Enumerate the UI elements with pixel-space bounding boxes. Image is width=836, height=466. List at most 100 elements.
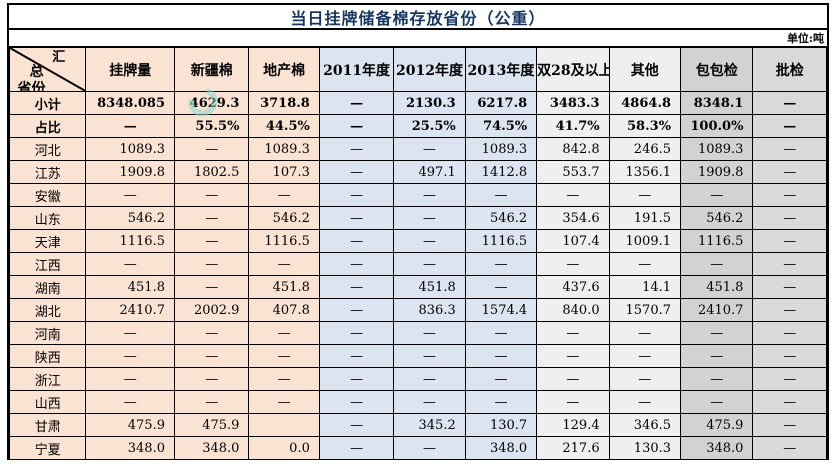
table-cell: 1089.3: [464, 137, 538, 161]
table-cell: 1116.5: [248, 229, 320, 253]
table-cell: —: [248, 390, 320, 414]
table-cell: —: [393, 436, 466, 460]
table-cell: —: [248, 367, 320, 391]
table-cell: —: [752, 137, 827, 161]
table-cell: 3483.3: [536, 91, 610, 115]
column-header: 包包检: [680, 47, 754, 92]
table-cell: 546.2: [85, 206, 175, 230]
table-cell: —: [752, 344, 827, 368]
table-row: 山东 546.2—546.2— —546.2 354.6 191.5 546.2—: [8, 206, 827, 230]
table-cell: 1116.5: [85, 229, 175, 253]
row-label: 安徽: [8, 183, 87, 207]
table-cell: 3718.8: [248, 91, 320, 115]
table-cell: 475.9: [680, 413, 754, 437]
table-cell: —: [536, 390, 610, 414]
table-cell: 553.7: [536, 160, 610, 184]
row-label: 宁夏: [8, 436, 87, 460]
table-cell: —: [680, 390, 754, 414]
table-cell: 1570.7: [608, 298, 682, 322]
table-cell: 451.8: [393, 275, 466, 299]
column-header: 2012年度: [393, 47, 466, 92]
table-cell: 191.5: [608, 206, 682, 230]
row-label: 天津: [8, 229, 87, 253]
table-cell: 354.6: [536, 206, 610, 230]
column-header: 双28及以上: [536, 47, 610, 92]
table-cell: —: [85, 321, 175, 345]
table-row: 宁夏 348.0 348.0 0.0— —348.0 217.6 130.3 348.0—: [8, 436, 827, 460]
table-cell: —: [393, 252, 466, 276]
table-cell: 1089.3: [85, 137, 175, 161]
table-cell: —: [680, 183, 754, 207]
table-cell: —: [464, 275, 538, 299]
table-row: 江苏 1909.8 1802.5 107.3—497.1 1412.8 553.7 1356…: [8, 160, 827, 184]
page-title: 当日挂牌储备棉存放省份（公重）: [290, 8, 546, 28]
table-cell: 1574.4: [464, 298, 538, 322]
table-cell: —: [608, 321, 682, 345]
table-cell: 1089.3: [680, 137, 754, 161]
table-row: 湖南 451.8—451.8—451.8—437.6 14.1 451.8—: [8, 275, 827, 299]
table-row: 河北 1089.3—1089.3— —1089.3 842.8 246.5 1089.3—: [8, 137, 827, 161]
table-cell: —: [393, 206, 466, 230]
row-label: 浙江: [8, 367, 87, 391]
table-cell: —: [393, 183, 466, 207]
table-cell: —: [608, 344, 682, 368]
table-cell: —: [318, 390, 395, 414]
table-cell: 74.5%: [464, 114, 538, 138]
table-cell: —: [393, 367, 466, 391]
table-cell: 130.7: [464, 413, 538, 437]
table-row: 占比 —55.5% 44.5% —25.5% 74.5% 41.7% 58.3% 100.0%…: [8, 114, 827, 138]
table-cell: —: [248, 252, 320, 276]
table-cell: —: [85, 367, 175, 391]
corner-label-hui: 汇: [52, 50, 66, 65]
table-cell: —: [752, 160, 827, 184]
table-cell: 217.6: [536, 436, 610, 460]
corner-label-zong: 总: [29, 64, 44, 80]
table-cell: 2410.7: [85, 298, 175, 322]
table-cell: 44.5%: [248, 114, 320, 138]
table-cell: —: [752, 321, 827, 345]
table-cell: 475.9: [173, 413, 250, 437]
table-cell: —: [248, 321, 320, 345]
table-cell: 348.0: [464, 436, 538, 460]
table-cell: 1802.5: [173, 160, 250, 184]
table-cell: 2410.7: [680, 298, 754, 322]
report-table: 当日挂牌储备棉存放省份（公重） 单位:吨 汇 总 省份 挂牌量 新疆棉 地产棉 201…: [7, 3, 829, 460]
table-cell: —: [393, 321, 466, 345]
row-label: 占比: [8, 114, 87, 138]
corner-label-shengfen: 省份: [17, 81, 46, 92]
table-cell: —: [608, 183, 682, 207]
table-cell: —: [173, 252, 250, 276]
table-cell: —: [173, 183, 250, 207]
table-cell: 475.9: [85, 413, 175, 437]
column-header: 2011年度: [318, 47, 395, 92]
table-cell: —: [536, 344, 610, 368]
row-label: 河北: [8, 137, 87, 161]
table-cell: —: [173, 137, 250, 161]
table-cell: 451.8: [248, 275, 320, 299]
table-cell: —: [318, 367, 395, 391]
table-cell: —: [318, 344, 395, 368]
table-cell: 41.7%: [536, 114, 610, 138]
table-cell: 836.3: [393, 298, 466, 322]
table-cell: —: [608, 252, 682, 276]
table-cell: —: [464, 252, 538, 276]
table-cell: —: [318, 298, 395, 322]
table-cell: —: [173, 344, 250, 368]
row-label: 甘肃: [8, 413, 87, 437]
table-cell: 8348.085: [85, 91, 175, 115]
table-cell: —: [85, 183, 175, 207]
table-cell: —: [752, 275, 827, 299]
table-cell: —: [752, 114, 827, 138]
table-row: 甘肃 475.9 475.9—345.2 130.7 129.4 346.5 475.9—: [8, 413, 827, 437]
table-cell: 130.3: [608, 436, 682, 460]
table-cell: —: [752, 206, 827, 230]
column-header: 批检: [752, 47, 827, 92]
table-cell: 4629.3: [173, 91, 250, 115]
table-cell: 58.3%: [608, 114, 682, 138]
table-cell: —: [464, 367, 538, 391]
table-cell: 348.0: [173, 436, 250, 460]
table-cell: —: [85, 344, 175, 368]
table-row: 天津 1116.5—1116.5— —1116.5 107.4 1009.1 1116.5…: [8, 229, 827, 253]
table-cell: —: [318, 275, 395, 299]
table-cell: 6217.8: [464, 91, 538, 115]
